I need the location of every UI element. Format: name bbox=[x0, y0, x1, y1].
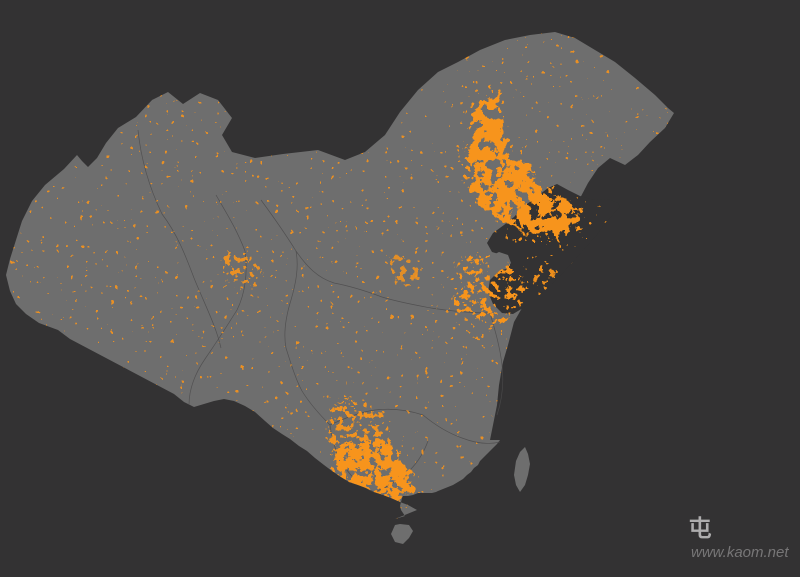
svg-text:www.kaom.net: www.kaom.net bbox=[691, 544, 789, 561]
svg-text:屯: 屯 bbox=[689, 515, 712, 541]
